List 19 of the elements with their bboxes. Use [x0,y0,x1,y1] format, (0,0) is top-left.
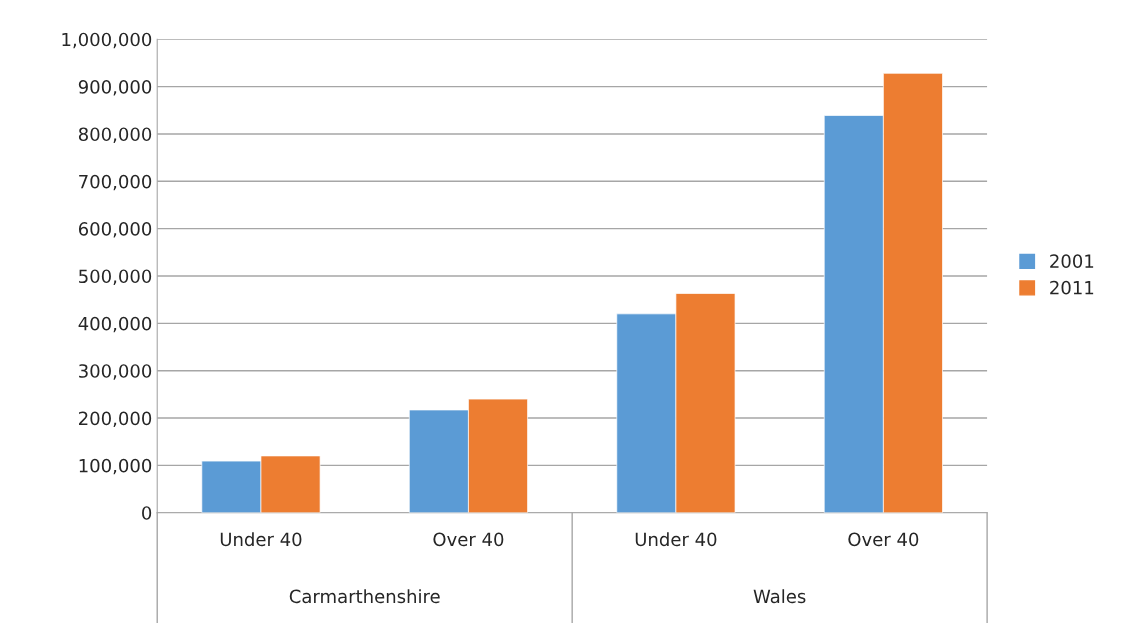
y-tick-label: 500,000 [79,269,152,285]
y-tick-label: 600,000 [78,222,152,238]
x-tick-label: Under 40 [220,532,302,547]
text: Carmarthenshire [289,589,440,604]
legend-label: 2011 [1050,280,1094,295]
y-tick-label: 300,000 [79,364,152,380]
legend-label: 2001 [1050,254,1094,268]
y-tick-label: 900,000 [78,80,152,96]
y-tick-label: 200,000 [79,411,152,427]
y-tick-label: 1,000,000 [62,32,152,49]
y-tick-label: 400,000 [78,316,152,333]
y-tick-label: 100,000 [79,458,152,475]
x-tick-label: Over 40 [848,532,919,547]
text: Wales [753,589,806,604]
y-tick-label: 700,000 [79,174,152,191]
x-tick-label: Over 40 [433,532,504,547]
x-tick-label: Under 40 [635,532,717,547]
y-tick-label: 0 [142,506,152,520]
y-tick-label: 800,000 [78,127,152,143]
